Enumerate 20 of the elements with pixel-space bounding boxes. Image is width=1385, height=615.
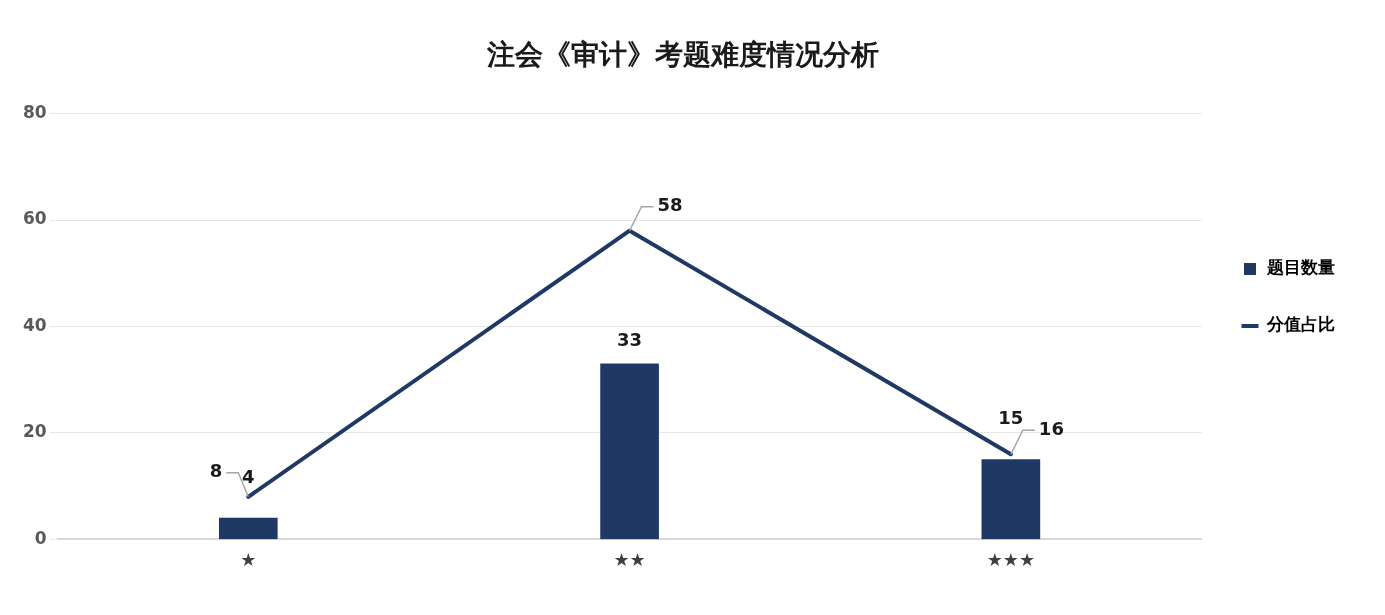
y-tick-label: 0 [34,527,47,548]
x-tick-label: ★ [240,548,257,570]
data-label: 58 [657,194,683,216]
bar [218,517,278,540]
data-label: 15 [998,407,1024,429]
y-tick-label: 60 [22,208,47,229]
y-tick-label: 20 [22,421,47,442]
chart-title: 注会《审计》考题难度情况分析 [485,38,879,72]
y-tick-label: 80 [22,102,47,123]
data-label: 16 [1038,417,1064,439]
legend-label: 题目数量 [1266,257,1335,278]
y-tick-label: 40 [22,314,47,335]
legend-label: 分值占比 [1266,314,1335,335]
bar [981,459,1041,540]
bar [600,363,659,540]
x-tick-label: ★★ [613,548,646,570]
data-label: 4 [242,465,255,487]
data-label: 33 [617,329,643,351]
x-tick-label: ★★★ [986,548,1036,570]
data-label: 8 [209,460,223,482]
